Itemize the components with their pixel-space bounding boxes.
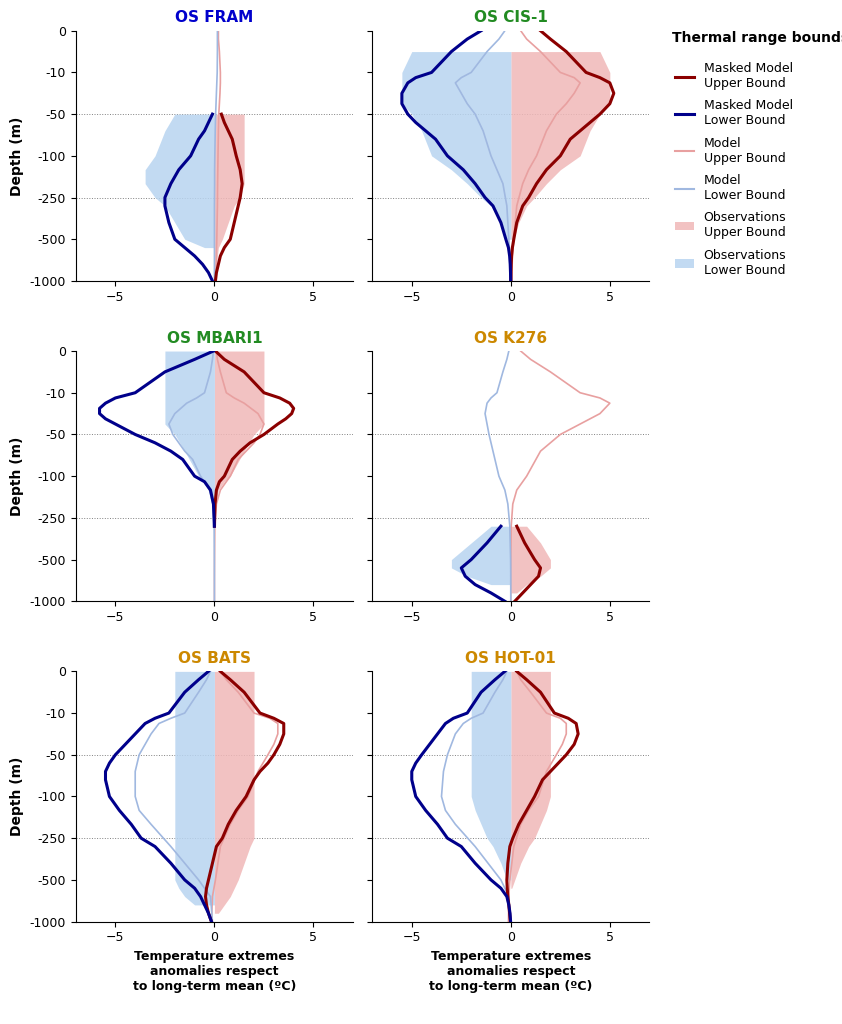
Y-axis label: Depth (m): Depth (m) — [10, 757, 24, 837]
Title: OS MBARI1: OS MBARI1 — [167, 331, 262, 346]
Y-axis label: Depth (m): Depth (m) — [10, 116, 24, 196]
Text: Thermal range bounds: Thermal range bounds — [672, 31, 842, 45]
Title: OS K276: OS K276 — [474, 331, 547, 346]
X-axis label: Temperature extremes
anomalies respect
to long-term mean (ºC): Temperature extremes anomalies respect t… — [429, 950, 593, 993]
Title: OS FRAM: OS FRAM — [175, 10, 253, 26]
Legend: Masked Model
Upper Bound, Masked Model
Lower Bound, Model
Upper Bound, Model
Low: Masked Model Upper Bound, Masked Model L… — [674, 62, 792, 276]
Title: OS BATS: OS BATS — [178, 651, 251, 666]
Y-axis label: Depth (m): Depth (m) — [10, 436, 24, 516]
Title: OS CIS-1: OS CIS-1 — [474, 10, 548, 26]
Title: OS HOT-01: OS HOT-01 — [466, 651, 557, 666]
X-axis label: Temperature extremes
anomalies respect
to long-term mean (ºC): Temperature extremes anomalies respect t… — [133, 950, 296, 993]
